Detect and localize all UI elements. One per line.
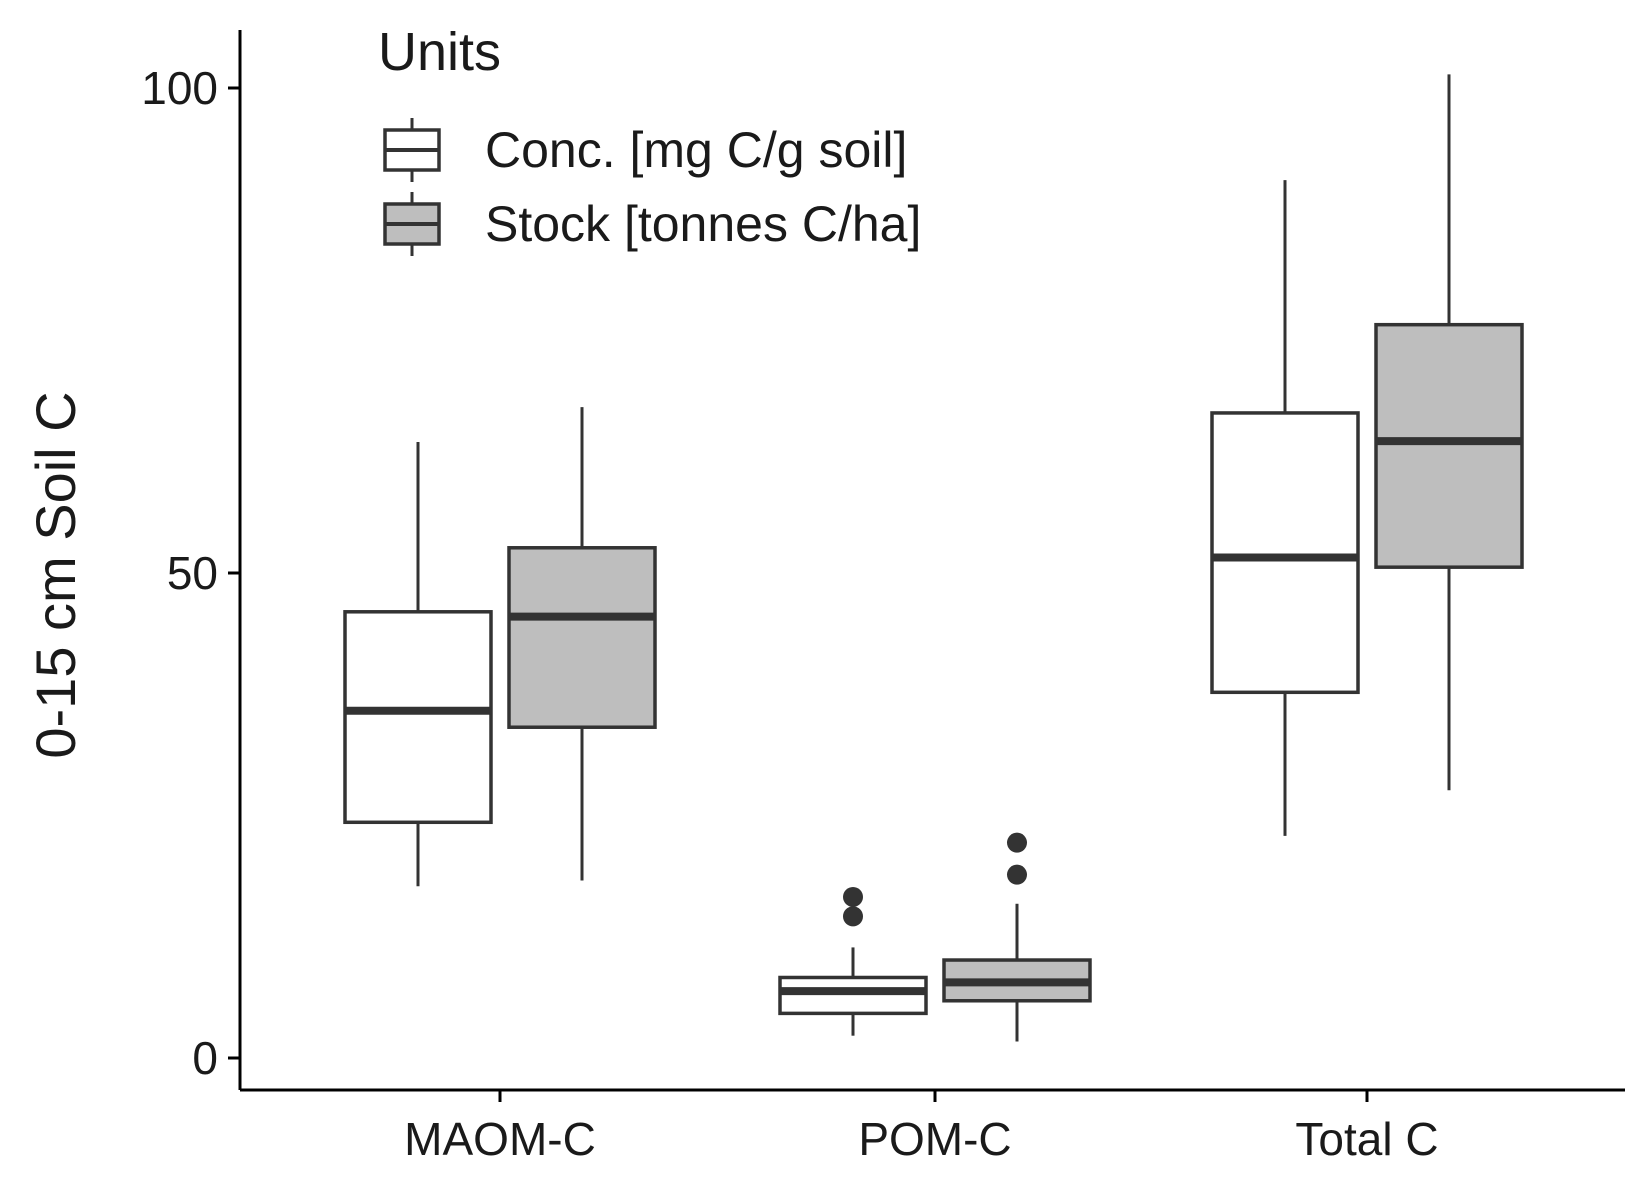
x-tick-label: POM-C	[858, 1113, 1011, 1165]
outlier-point	[843, 906, 863, 927]
axes: 0 50 100 MAOM-C POM-C Total C 0-15 cm Soil C	[24, 30, 1625, 1165]
x-tick-label: MAOM-C	[404, 1113, 596, 1165]
y-tick-label: 0	[192, 1032, 218, 1084]
box-iqr	[1210, 411, 1360, 695]
box-group-maom-c-conc	[343, 442, 493, 887]
legend-label: Stock [tonnes C/ha]	[485, 196, 921, 252]
y-tick-label: 100	[141, 62, 218, 114]
box-iqr	[778, 975, 928, 1016]
legend-title: Units	[378, 22, 501, 82]
legend-item-stock: Stock [tonnes C/ha]	[383, 192, 921, 256]
legend-label: Conc. [mg C/g soil]	[485, 122, 907, 178]
box-iqr	[1374, 322, 1524, 569]
plot-marks	[343, 74, 1524, 1042]
outlier-point	[1007, 832, 1027, 853]
outlier-point	[843, 886, 863, 907]
box-group-total-c-conc	[1210, 180, 1360, 836]
box-iqr	[343, 610, 493, 825]
y-axis-title: 0-15 cm Soil C	[24, 391, 87, 758]
box-group-total-c-stock	[1374, 74, 1524, 791]
legend: Units Conc. [mg C/g soil] Stock [tonnes C/…	[378, 22, 921, 256]
box-iqr	[507, 546, 657, 729]
outlier-point	[1007, 864, 1027, 885]
box-group-maom-c-stock	[507, 407, 657, 881]
legend-item-conc: Conc. [mg C/g soil]	[383, 118, 907, 182]
box-group-pom-c-stock	[942, 832, 1092, 1042]
box-group-pom-c-conc	[778, 886, 928, 1036]
x-tick-label: Total C	[1295, 1113, 1438, 1165]
y-tick-label: 50	[167, 547, 218, 599]
